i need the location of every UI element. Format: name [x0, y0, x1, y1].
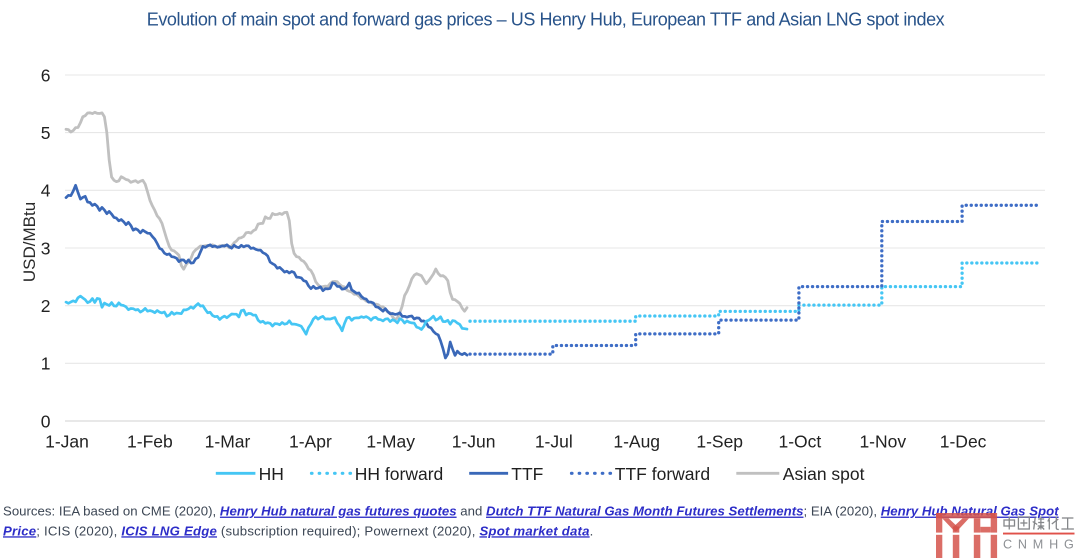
- svg-text:1-Jan: 1-Jan: [45, 432, 89, 452]
- svg-text:1-Aug: 1-Aug: [613, 432, 660, 452]
- svg-text:5: 5: [41, 123, 51, 143]
- svg-text:1-Apr: 1-Apr: [289, 432, 332, 452]
- svg-text:Sources: IEA based on CME (202: Sources: IEA based on CME (2020), Henry …: [3, 504, 1059, 519]
- svg-text:Price; ICIS (2020), ICIS LNG E: Price; ICIS (2020), ICIS LNG Edge (subsc…: [3, 523, 594, 538]
- svg-text:1-May: 1-May: [366, 432, 415, 452]
- svg-text:Asian spot: Asian spot: [783, 464, 865, 484]
- svg-text:TTF: TTF: [511, 464, 543, 484]
- svg-text:1-Jul: 1-Jul: [535, 432, 573, 452]
- svg-text:2: 2: [41, 296, 51, 316]
- svg-text:1-Feb: 1-Feb: [127, 432, 173, 452]
- svg-text:1-Mar: 1-Mar: [205, 432, 251, 452]
- svg-text:1-Oct: 1-Oct: [779, 432, 822, 452]
- svg-text:4: 4: [41, 181, 51, 201]
- svg-text:Evolution of main spot and for: Evolution of main spot and forward gas p…: [147, 10, 945, 30]
- svg-text:1-Jun: 1-Jun: [452, 432, 496, 452]
- svg-text:HH: HH: [259, 464, 284, 484]
- svg-text:6: 6: [41, 65, 51, 85]
- svg-text:TTF forward: TTF forward: [615, 464, 710, 484]
- svg-text:1-Sep: 1-Sep: [696, 432, 743, 452]
- svg-text:1-Dec: 1-Dec: [940, 432, 987, 452]
- svg-text:C N M H G: C N M H G: [1003, 538, 1075, 552]
- svg-text:USD/MBtu: USD/MBtu: [20, 202, 39, 282]
- svg-text:HH forward: HH forward: [355, 464, 444, 484]
- svg-text:0: 0: [41, 411, 51, 431]
- svg-text:1-Nov: 1-Nov: [859, 432, 906, 452]
- svg-text:1: 1: [41, 354, 51, 374]
- svg-text:3: 3: [41, 238, 51, 258]
